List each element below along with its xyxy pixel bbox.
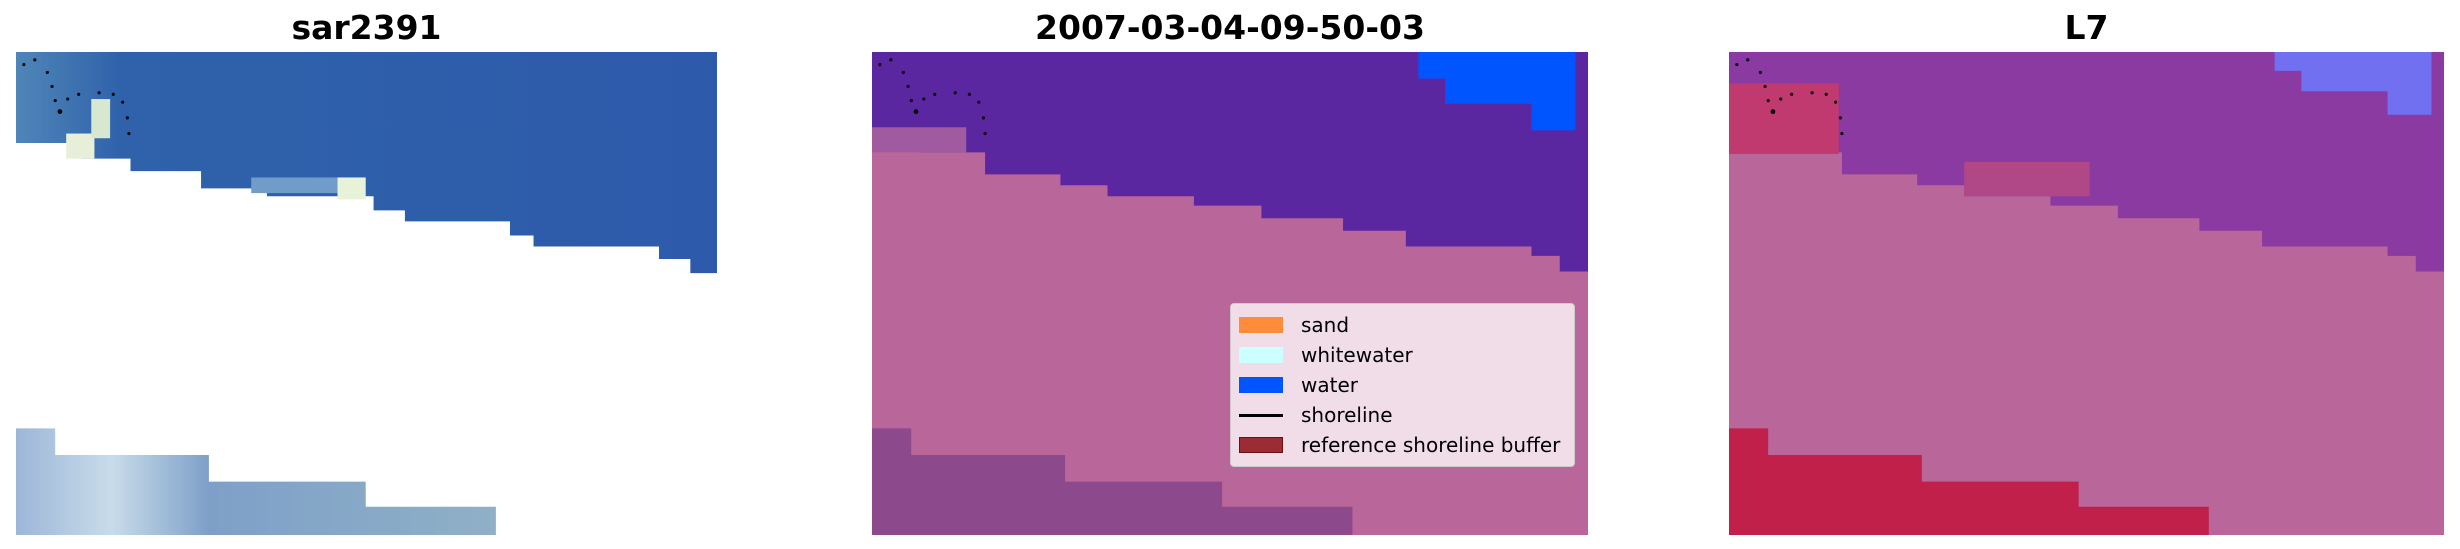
legend-label: shoreline: [1301, 403, 1393, 427]
legend-label: sand: [1301, 313, 1350, 337]
legend-item-shoreline: shoreline: [1239, 400, 1566, 430]
classified-image-panel: sand whitewater water shoreline referenc…: [872, 52, 1588, 535]
whitewater-swatch: [1239, 347, 1283, 363]
water-region: [16, 52, 717, 274]
bottom-dark-region: [872, 428, 1353, 535]
buffer-swatch: [1239, 437, 1283, 453]
shoreline-line-swatch: [1239, 413, 1283, 417]
index-image-panel: [1729, 52, 2444, 535]
shoreline: [22, 58, 131, 136]
legend-item-water: water: [1239, 370, 1566, 400]
legend-label: whitewater: [1301, 343, 1413, 367]
legend: sand whitewater water shoreline referenc…: [1230, 303, 1575, 467]
legend-item-whitewater: whitewater: [1239, 340, 1566, 370]
rgb-image-panel: [16, 52, 717, 535]
water-swatch: [1239, 377, 1283, 393]
legend-label: reference shoreline buffer: [1301, 433, 1561, 457]
land-strip: [16, 428, 496, 535]
legend-label: water: [1301, 373, 1358, 397]
buffer-region: [1729, 428, 2209, 535]
panel-title-rgb: sar2391: [291, 8, 442, 47]
panel-title-index: L7: [2064, 8, 2109, 47]
legend-item-sand: sand: [1239, 310, 1566, 340]
water-class-region: [1418, 52, 1576, 131]
panel-title-classified: 2007-03-04-09-50-03: [1035, 8, 1425, 47]
legend-item-buffer: reference shoreline buffer: [1239, 430, 1566, 460]
sand-swatch: [1239, 317, 1283, 333]
other-class-region: [872, 52, 1588, 272]
